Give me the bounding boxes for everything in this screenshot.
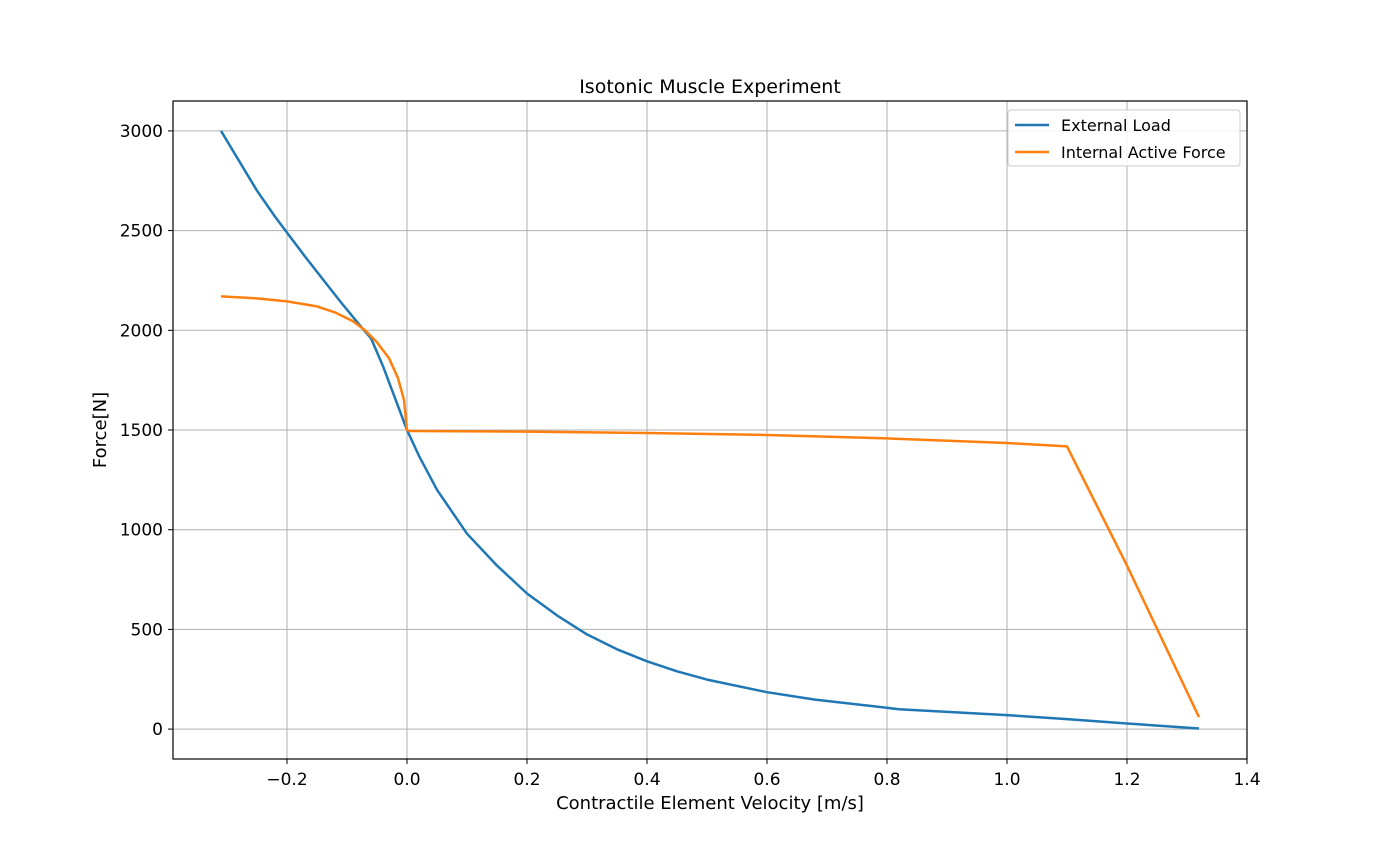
x-tick-label: 1.2 [1113,770,1140,790]
x-tick-label: 1.4 [1233,770,1260,790]
legend: External Load Internal Active Force [1007,109,1241,167]
x-axis-label: Contractile Element Velocity [m/s] [556,793,864,814]
y-tick-label: 3000 [120,122,163,142]
y-tick-label: 1500 [120,421,163,441]
x-tick-label: 0.6 [753,770,780,790]
legend-label-1: Internal Active Force [1061,143,1226,162]
x-tick-label: 0.0 [393,770,420,790]
x-tick-label: 0.8 [873,770,900,790]
y-tick-label: 0 [152,720,163,740]
y-tick-label: 500 [131,620,163,640]
y-tick-label: 1000 [120,521,163,541]
x-ticks: −0.2 0.0 0.2 0.4 0.6 0.8 1.0 1.2 1.4 [266,759,1261,790]
series-layer [219,130,1201,730]
grid [173,101,1248,759]
y-axis-label: Force[N] [90,392,111,468]
x-tick-label: 1.0 [993,770,1020,790]
x-tick-label: 0.4 [633,770,660,790]
y-tick-label: 2000 [120,321,163,341]
series-line-0 [219,130,1200,730]
legend-label-0: External Load [1061,116,1171,135]
x-tick-label: −0.2 [266,770,307,790]
series-line-1 [220,295,1201,718]
y-ticks: 0 500 1000 1500 2000 2500 3000 [120,122,173,740]
chart-title: Isotonic Muscle Experiment [579,76,841,98]
legend-box [1007,109,1241,167]
x-tick-label: 0.2 [513,770,540,790]
y-tick-label: 2500 [120,222,163,242]
